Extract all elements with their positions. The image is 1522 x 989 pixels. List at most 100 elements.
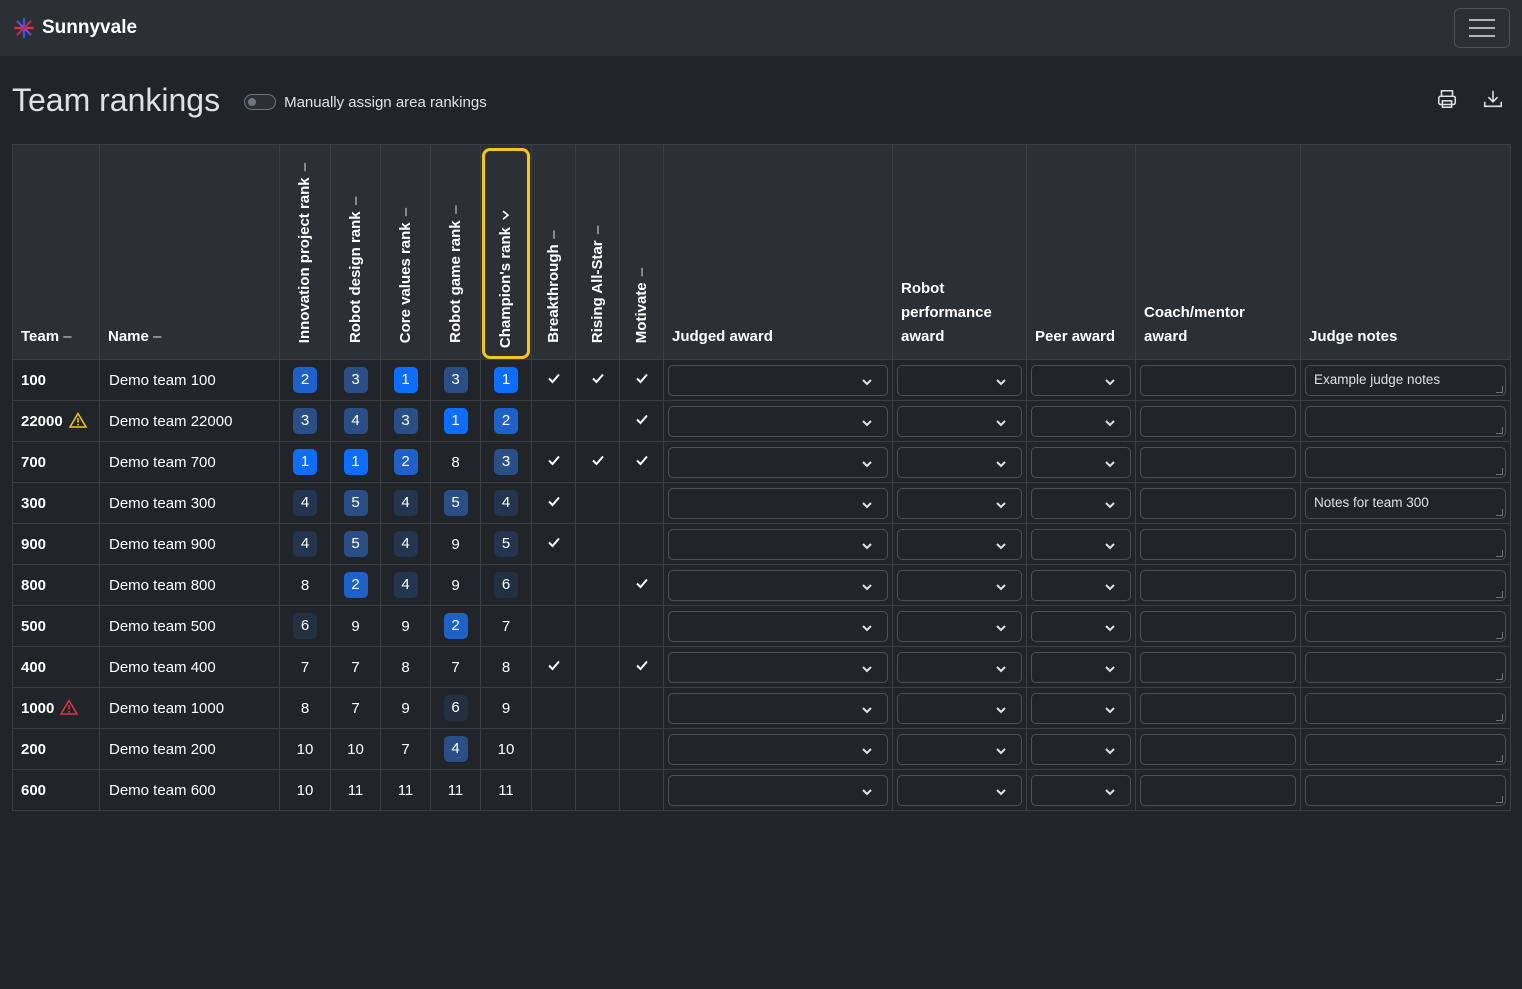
robot-performance-award-select[interactable] [897,569,1022,601]
col-core-values-rank[interactable]: Core values rank – [380,144,431,360]
col-team[interactable]: Team – [12,144,100,360]
col-breakthrough[interactable]: Breakthrough – [531,144,576,360]
robot-game-rank-cell: 4 [430,728,481,770]
judged-award-select[interactable] [668,528,888,560]
judged-award-select[interactable] [668,692,888,724]
judged-award-select[interactable] [668,733,888,765]
col-robot-design-rank[interactable]: Robot design rank – [330,144,381,360]
peer-award-select[interactable] [1031,733,1131,765]
coach-mentor-award-input[interactable] [1140,487,1296,519]
breakthrough-cell [531,359,576,401]
brand[interactable]: Sunnyvale [12,16,137,40]
robot-design-rank-cell: 3 [330,359,381,401]
robot-performance-award-select[interactable] [897,651,1022,683]
col-name[interactable]: Name – [99,144,280,360]
coach-mentor-award-input[interactable] [1140,610,1296,642]
table-row: 200 Demo team 200 10 10 7 4 10 [12,728,1511,770]
coach-mentor-award-input[interactable] [1140,692,1296,724]
peer-award-select[interactable] [1031,446,1131,478]
robot-performance-award-select[interactable] [897,528,1022,560]
rank-badge: 6 [293,613,317,639]
robot-performance-award-select[interactable] [897,364,1022,396]
robot-performance-award-select[interactable] [897,692,1022,724]
judged-award-select[interactable] [668,774,888,806]
coach-mentor-award-cell [1135,359,1301,401]
robot-performance-award-select[interactable] [897,774,1022,806]
robot-performance-award-select[interactable] [897,487,1022,519]
printer-icon[interactable] [1436,88,1458,110]
motivate-cell [619,769,664,811]
judged-award-select[interactable] [668,651,888,683]
rank-badge: 5 [343,490,368,516]
page-header: Team rankings Manually assign area ranki… [0,56,1522,144]
toggle-switch[interactable] [244,94,277,110]
col-rising-all-star[interactable]: Rising All-Star – [575,144,620,360]
robot-performance-award-select[interactable] [897,446,1022,478]
manual-rankings-toggle[interactable]: Manually assign area rankings [244,94,487,111]
judge-notes-textarea[interactable] [1305,774,1506,806]
col-motivate[interactable]: Motivate – [619,144,664,360]
robot-game-rank-cell: 9 [430,523,481,565]
rank-badge: 10 [296,740,314,758]
champions-rank-cell: 6 [480,564,532,606]
peer-award-cell [1026,605,1136,647]
navbar-toggler-button[interactable] [1454,8,1510,48]
coach-mentor-award-input[interactable] [1140,446,1296,478]
coach-mentor-award-input[interactable] [1140,733,1296,765]
rank-badge: 4 [343,408,368,434]
judge-notes-textarea[interactable]: Example judge notes [1305,364,1506,396]
coach-mentor-award-input[interactable] [1140,651,1296,683]
peer-award-select[interactable] [1031,651,1131,683]
download-icon[interactable] [1482,88,1504,110]
coach-mentor-award-input[interactable] [1140,364,1296,396]
judged-award-select[interactable] [668,569,888,601]
check-icon [591,372,605,389]
robot-performance-award-select[interactable] [897,405,1022,437]
peer-award-select[interactable] [1031,692,1131,724]
judged-award-select[interactable] [668,487,888,519]
col-robot-game-rank[interactable]: Robot game rank – [430,144,481,360]
champions-rank-cell: 2 [480,400,532,442]
team-name-cell: Demo team 800 [99,564,280,606]
coach-mentor-award-cell [1135,769,1301,811]
robot-performance-award-select[interactable] [897,733,1022,765]
check-icon [591,454,605,471]
judge-notes-textarea[interactable] [1305,569,1506,601]
col-innovation-rank[interactable]: Innovation project rank – [279,144,331,360]
peer-award-select[interactable] [1031,610,1131,642]
peer-award-select[interactable] [1031,364,1131,396]
col-champions-rank[interactable]: Champion's rank [480,144,532,360]
peer-award-select[interactable] [1031,405,1131,437]
robot-performance-award-cell [892,646,1027,688]
sort-indicator: – [544,230,562,239]
robot-performance-award-select[interactable] [897,610,1022,642]
judged-award-select[interactable] [668,364,888,396]
table-row: 900 Demo team 900 4 5 4 9 5 [12,523,1511,565]
judge-notes-textarea[interactable] [1305,405,1506,437]
innovation-rank-cell: 4 [279,523,331,565]
coach-mentor-award-input[interactable] [1140,405,1296,437]
coach-mentor-award-input[interactable] [1140,774,1296,806]
judged-award-select[interactable] [668,610,888,642]
judge-notes-textarea[interactable] [1305,692,1506,724]
judge-notes-textarea[interactable]: Notes for team 300 [1305,487,1506,519]
judge-notes-cell [1300,564,1511,606]
peer-award-select[interactable] [1031,528,1131,560]
coach-mentor-award-input[interactable] [1140,569,1296,601]
peer-award-cell [1026,482,1136,524]
peer-award-select[interactable] [1031,487,1131,519]
judged-award-cell [663,482,893,524]
sort-indicator: – [63,328,72,345]
rank-badge: 1 [293,449,317,475]
judged-award-select[interactable] [668,446,888,478]
peer-award-select[interactable] [1031,774,1131,806]
coach-mentor-award-input[interactable] [1140,528,1296,560]
judge-notes-textarea[interactable] [1305,610,1506,642]
peer-award-select[interactable] [1031,569,1131,601]
judge-notes-textarea[interactable] [1305,446,1506,478]
judge-notes-textarea[interactable] [1305,733,1506,765]
motivate-cell [619,728,664,770]
judged-award-select[interactable] [668,405,888,437]
judge-notes-textarea[interactable] [1305,528,1506,560]
judge-notes-textarea[interactable] [1305,651,1506,683]
